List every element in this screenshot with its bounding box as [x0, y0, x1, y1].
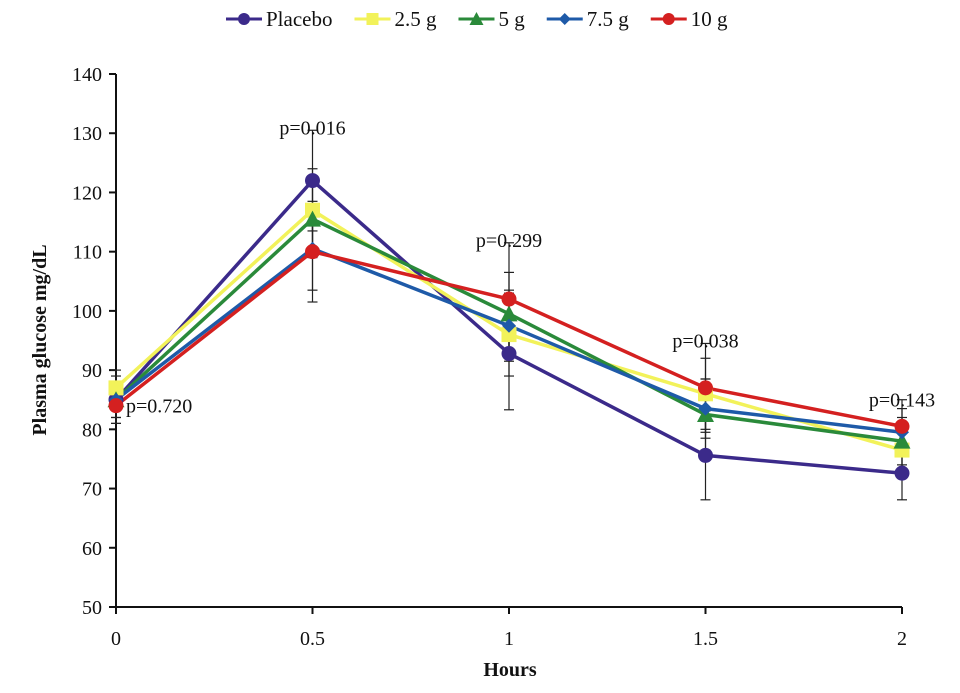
- x-axis-title: Hours: [483, 659, 537, 681]
- y-tick-label: 90: [82, 360, 102, 382]
- y-tick-label: 100: [72, 301, 102, 323]
- data-point: [698, 401, 713, 416]
- p-value-label: p=0.720: [126, 396, 192, 418]
- data-point: [305, 173, 320, 189]
- data-point: [501, 327, 517, 343]
- y-tick-label: 70: [82, 479, 102, 501]
- data-point: [698, 380, 713, 396]
- legend-swatch-marker: [238, 13, 250, 25]
- p-value-label: p=0.016: [279, 117, 345, 139]
- legend-label: 10 g: [691, 7, 728, 31]
- data-point: [502, 318, 516, 333]
- data-point: [108, 398, 124, 414]
- data-point: [304, 210, 321, 227]
- x-tick-label: 0.5: [300, 628, 325, 650]
- legend-item: 7.5 g: [546, 7, 630, 31]
- legend: Placebo 2.5 g 5 g 7.5 g 10 g: [226, 7, 728, 31]
- p-value-label: p=0.143: [869, 390, 935, 412]
- x-tick-label: 0: [111, 628, 121, 650]
- x-tick-label: 1: [504, 628, 514, 650]
- data-point: [893, 432, 911, 449]
- legend-label: 5 g: [498, 7, 525, 31]
- y-tick-label: 110: [73, 242, 102, 264]
- legend-swatch-marker: [662, 13, 675, 25]
- legend-swatch-marker: [558, 13, 571, 25]
- x-tick-label: 1.5: [693, 628, 718, 650]
- data-point: [500, 305, 518, 322]
- data-point: [501, 291, 517, 307]
- legend-item: Placebo: [226, 7, 332, 31]
- axes: 50 60 70 80 90 100 110 120 130 140 0 0.5 1 1.5 2: [72, 64, 907, 650]
- p-value-label: p=0.299: [476, 230, 542, 252]
- p-value-annotations: p=0.720 p=0.016 p=0.299 p=0.038 p=0.143: [126, 117, 935, 417]
- legend-swatch-marker: [366, 13, 379, 25]
- y-tick-label: 60: [82, 538, 102, 560]
- x-tick-label: 2: [897, 628, 907, 650]
- legend-label: 2.5 g: [394, 7, 437, 31]
- y-axis-title: Plasma glucose mg/dL: [29, 244, 51, 435]
- data-point: [305, 244, 320, 260]
- series-markers: [107, 173, 911, 481]
- legend-item: 2.5 g: [354, 7, 437, 31]
- y-tick-label: 130: [72, 123, 102, 145]
- y-tick-label: 120: [72, 182, 102, 204]
- legend-label: 7.5 g: [587, 7, 630, 31]
- data-point: [894, 418, 910, 434]
- legend-swatch-marker: [469, 12, 484, 25]
- y-tick-label: 50: [82, 597, 102, 619]
- legend-item: 5 g: [458, 7, 525, 31]
- data-point: [305, 202, 320, 218]
- data-point: [698, 447, 713, 463]
- data-point: [108, 380, 124, 396]
- y-tick-label: 80: [82, 419, 102, 441]
- data-point: [894, 465, 910, 481]
- data-point: [501, 346, 517, 362]
- legend-item: 10 g: [650, 7, 728, 31]
- y-tick-label: 140: [72, 64, 102, 86]
- legend-label: Placebo: [266, 7, 332, 31]
- p-value-label: p=0.038: [672, 331, 738, 353]
